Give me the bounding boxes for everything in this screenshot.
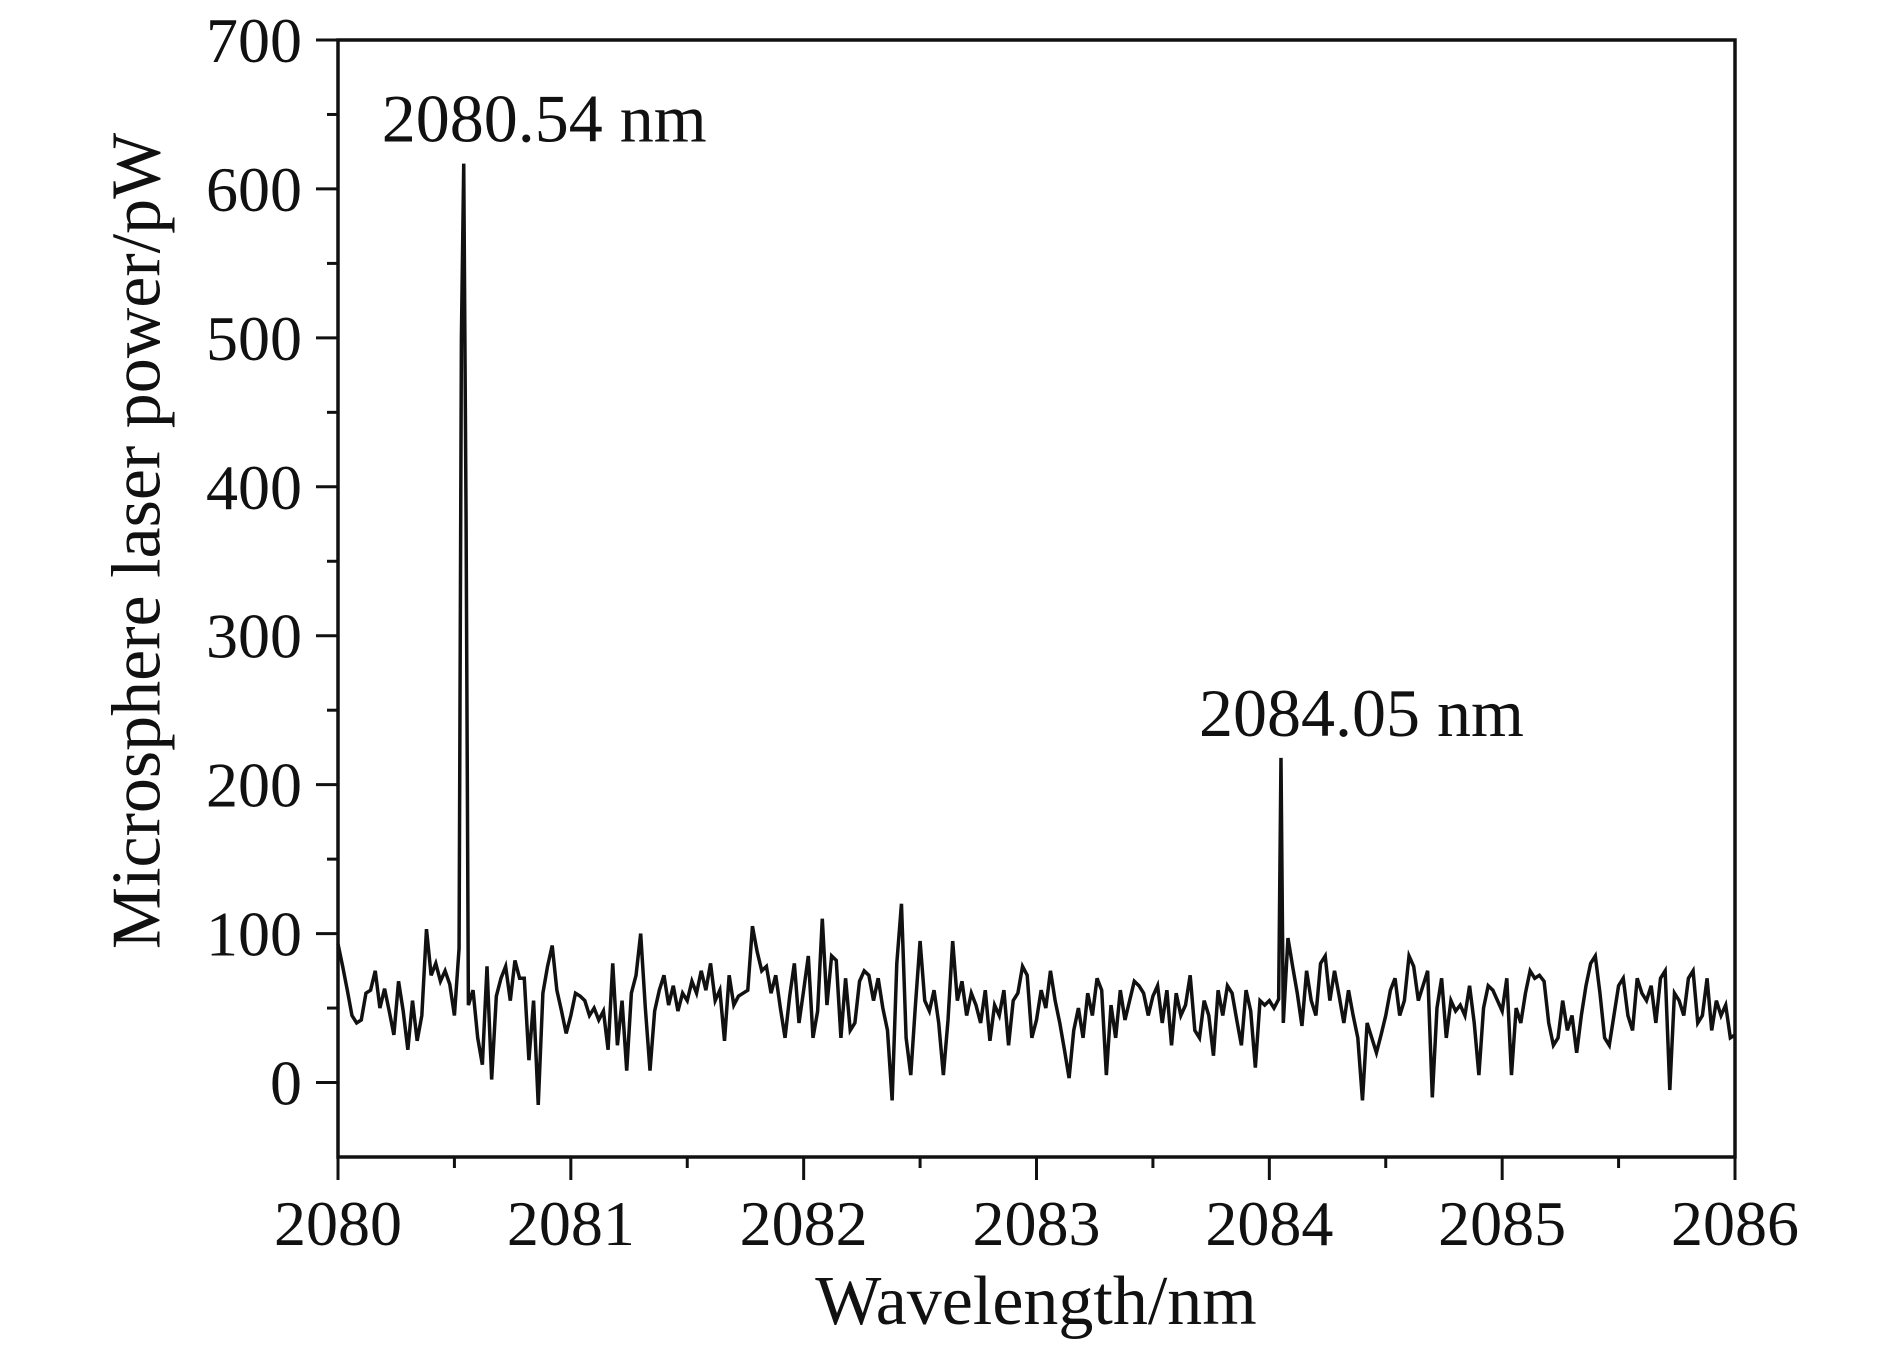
annotations-group: 2080.54 nm 2084.05 nm bbox=[382, 81, 1524, 751]
y-tick-label: 700 bbox=[206, 5, 302, 76]
x-tick-label: 2080 bbox=[274, 1188, 402, 1259]
peak-annotation-label: 2084.05 nm bbox=[1199, 675, 1524, 751]
plot-frame bbox=[336, 38, 1737, 1159]
x-tick-label: 2086 bbox=[1671, 1188, 1799, 1259]
y-tick-label: 200 bbox=[206, 750, 302, 821]
x-tick-label: 2083 bbox=[973, 1188, 1101, 1259]
y-tick-label: 0 bbox=[270, 1048, 302, 1119]
series-group bbox=[336, 163, 1736, 1105]
x-tick-label: 2081 bbox=[507, 1188, 635, 1259]
y-tick-label: 100 bbox=[206, 899, 302, 970]
x-tick-label: 2085 bbox=[1438, 1188, 1566, 1259]
x-tick-label: 2084 bbox=[1205, 1188, 1333, 1259]
y-tick-label: 400 bbox=[206, 452, 302, 523]
x-tick-label: 2082 bbox=[740, 1188, 868, 1259]
series-line bbox=[336, 163, 1736, 1105]
y-tick-label: 600 bbox=[206, 154, 302, 225]
x-axis-title: Wavelength/nm bbox=[815, 1263, 1256, 1340]
y-axis-title: Microsphere laser power/pW bbox=[99, 133, 176, 949]
axis-ticks: 0 100 200 300 400 500 600 700 2080 2081 2082 2083 20… bbox=[206, 5, 1799, 1259]
y-tick-label: 300 bbox=[206, 601, 302, 672]
y-tick-label: 500 bbox=[206, 303, 302, 374]
peak-annotation-label: 2080.54 nm bbox=[382, 81, 707, 157]
